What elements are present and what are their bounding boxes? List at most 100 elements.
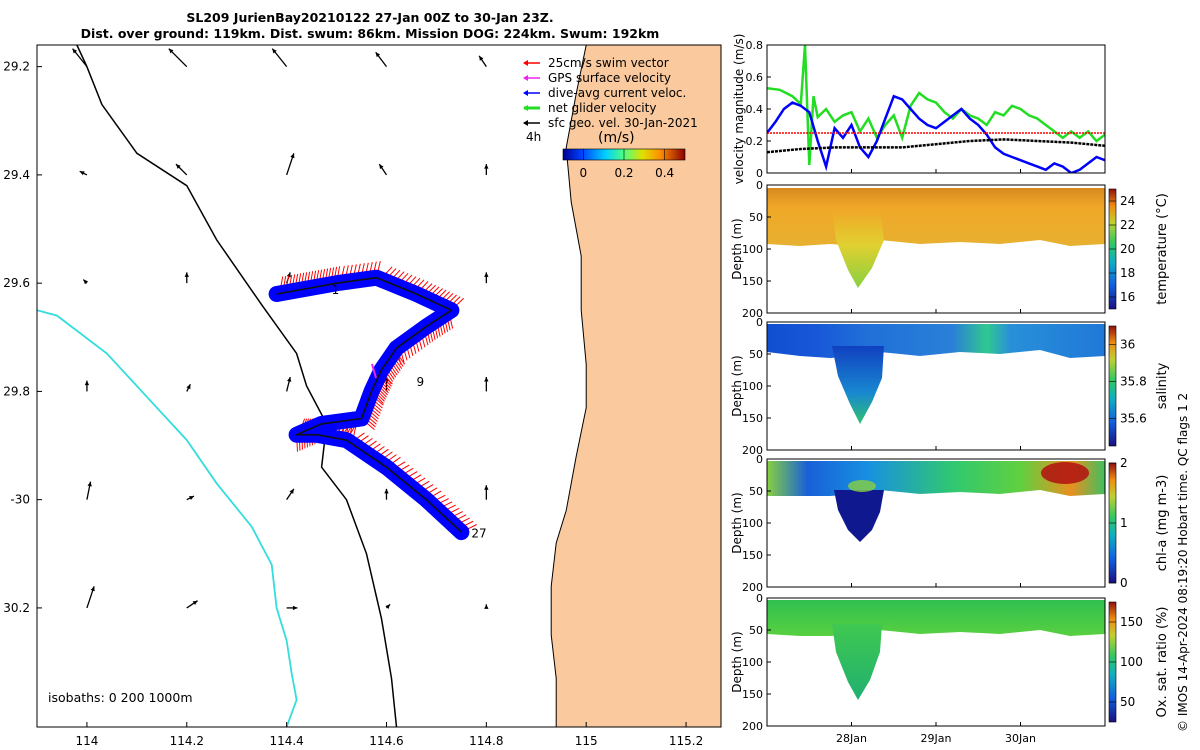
legend-entry: dive-avg current veloc. xyxy=(523,86,686,100)
geo-arrow xyxy=(484,272,489,284)
chart-title-line1: SL209 JurienBay20210122 27-Jan 00Z to 30… xyxy=(186,10,554,25)
map-y-tick-label: 29.8 xyxy=(3,384,30,398)
map-x-tick-label: 115 xyxy=(575,734,598,748)
geo-arrow xyxy=(375,51,388,68)
velocity-y-tick-label: 0.6 xyxy=(746,71,764,84)
geo-arrow xyxy=(175,163,188,176)
day-labels: 27 1 9 xyxy=(332,283,487,541)
chla-panel xyxy=(766,458,1106,588)
speed-colorbar: 4h (m/s) 0 0.2 0.4 xyxy=(526,130,686,180)
depth-tick-label: 100 xyxy=(742,517,763,530)
day-label: 1 xyxy=(332,283,340,297)
colorbar-ticks: 0 0.2 0.4 xyxy=(580,149,674,180)
geo-arrow xyxy=(484,604,489,609)
coastline xyxy=(550,45,587,727)
day-label: 27 xyxy=(471,527,486,541)
time-axis: 28Jan 29Jan 30Jan xyxy=(836,169,1036,745)
temperature-field xyxy=(767,188,1105,246)
chla-dip xyxy=(834,490,884,542)
legend-label: sfc geo. vel. 30-Jan-2021 xyxy=(548,116,698,130)
depth-tick-label: 50 xyxy=(749,624,763,637)
legend-label: dive-avg current veloc. xyxy=(548,86,686,100)
colorbar-time-label: 4h xyxy=(526,130,541,144)
velocity-y-tick-label: 0.8 xyxy=(746,39,764,52)
colorbar-tick-label: 1 xyxy=(1120,516,1128,530)
depth-axis-label: Depth (m) xyxy=(730,218,744,279)
credit-text: © IMOS 14-Apr-2024 08:19:20 Hobart time.… xyxy=(1176,392,1190,732)
geo-arrow xyxy=(286,605,298,611)
chla-high-patch xyxy=(1041,462,1089,484)
velocity-y-tick-label: 0 xyxy=(756,167,763,180)
colorbar-tick-label: 150 xyxy=(1120,615,1143,629)
velocity-ylabel: velocity magnitude (m/s) xyxy=(732,34,746,185)
temperature-section-axes: 0 50 100 150 200 Depth (m) 16 18 20 22 24 temperatu… xyxy=(730,179,1170,320)
colorbar-tick-label: 0.2 xyxy=(614,166,633,180)
depth-tick-label: 200 xyxy=(742,720,763,733)
map-y-axis: 29.2 29.4 29.6 29.8 -30 30.2 xyxy=(3,60,42,615)
colorbar-tick-label: 18 xyxy=(1120,266,1135,280)
colorbar-tick-label: 100 xyxy=(1120,655,1143,669)
geo-arrow xyxy=(484,164,489,175)
salinity-dip xyxy=(832,346,884,424)
time-tick-label: 30Jan xyxy=(1005,732,1036,745)
map-y-tick-label: 29.6 xyxy=(3,276,30,290)
depth-tick-label: 200 xyxy=(742,307,763,320)
geo-arrow xyxy=(484,485,489,500)
map-frame xyxy=(36,44,722,728)
colorbar-tick-label: 16 xyxy=(1120,290,1135,304)
colorbar-tick-label: 0 xyxy=(580,166,588,180)
colorbar-label: Ox. sat. ratio (%) xyxy=(1155,607,1170,718)
geo-arrow xyxy=(82,279,89,285)
depth-tick-label: 50 xyxy=(749,485,763,498)
geo-arrow xyxy=(478,55,487,68)
velocity-series-line xyxy=(767,45,1105,166)
map-x-tick-label: 114.2 xyxy=(170,734,204,748)
oxygen-field xyxy=(767,600,1105,636)
geo-arrow xyxy=(271,48,288,68)
map-x-tick-label: 115.2 xyxy=(669,734,703,748)
legend-entry: 25cm/s swim vector xyxy=(523,56,669,70)
depth-tick-label: 200 xyxy=(742,581,763,594)
geo-arrow xyxy=(72,48,88,68)
colorbar-label: salinity xyxy=(1155,362,1170,409)
geo-arrow xyxy=(186,600,198,609)
geo-arrow xyxy=(286,376,292,392)
geo-arrow xyxy=(84,380,90,392)
depth-tick-label: 100 xyxy=(742,243,763,256)
depth-tick-label: 0 xyxy=(756,179,763,192)
depth-tick-label: 0 xyxy=(756,592,763,605)
map-x-tick-label: 114 xyxy=(75,734,98,748)
geostrophic-arrows xyxy=(72,48,489,611)
velocity-y-axis: 0 0.2 0.4 0.6 0.8 xyxy=(746,39,771,180)
velocity-series-line xyxy=(767,94,1105,173)
geo-arrow xyxy=(378,163,388,176)
legend-label: net glider velocity xyxy=(548,101,656,115)
geo-arrow xyxy=(79,170,88,176)
legend-entry: GPS surface velocity xyxy=(523,71,671,85)
isobaths-label: isobaths: 0 200 1000m xyxy=(48,690,193,705)
time-tick-label: 29Jan xyxy=(921,732,952,745)
salinity-field xyxy=(767,324,1105,358)
colorbar-tick-label: 36 xyxy=(1120,337,1135,351)
colorbar-tick-label: 0 xyxy=(1120,576,1128,590)
colorbar-unit-label: (m/s) xyxy=(598,130,635,146)
colorbar-tick-label: 50 xyxy=(1120,695,1135,709)
map-x-tick-label: 114.6 xyxy=(369,734,403,748)
map-y-tick-label: 29.2 xyxy=(3,60,30,74)
map-y-tick-label: -30 xyxy=(10,493,30,507)
legend-label: 25cm/s swim vector xyxy=(548,56,669,70)
velocity-plot-background xyxy=(767,45,1105,173)
colorbar-tick-label: 24 xyxy=(1120,194,1135,208)
colorbar-tick-label: 0.4 xyxy=(655,166,674,180)
depth-tick-label: 200 xyxy=(742,444,763,457)
day-label: 9 xyxy=(416,375,424,389)
land-area xyxy=(551,45,721,727)
geo-arrow xyxy=(168,48,188,68)
depth-tick-label: 50 xyxy=(749,211,763,224)
depth-axis-label: Depth (m) xyxy=(730,631,744,692)
depth-tick-label: 0 xyxy=(756,316,763,329)
salinity-section-axes: 0 50 100 150 200 Depth (m) 35.6 35.8 36 salinity xyxy=(730,316,1170,457)
